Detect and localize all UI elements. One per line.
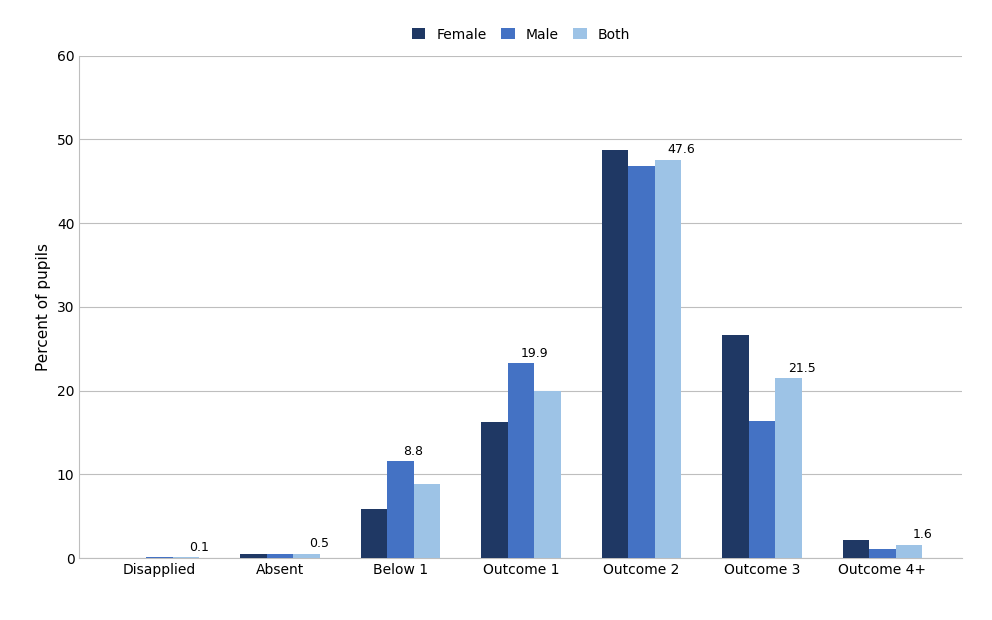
Text: 0.5: 0.5 [310, 538, 329, 551]
Legend: Female, Male, Both: Female, Male, Both [412, 28, 630, 42]
Bar [601, 149, 628, 558]
Bar [508, 363, 534, 558]
Bar [534, 391, 560, 558]
Bar [655, 159, 682, 558]
Bar [173, 557, 199, 558]
Text: 21.5: 21.5 [788, 361, 815, 374]
Bar [896, 544, 923, 558]
Bar [481, 422, 508, 558]
Bar [240, 554, 267, 558]
Bar [267, 554, 293, 558]
Bar [869, 549, 896, 558]
Bar [842, 541, 869, 558]
Text: 8.8: 8.8 [404, 445, 424, 458]
Bar [775, 378, 802, 558]
Bar [722, 335, 749, 558]
Bar [749, 421, 775, 558]
Text: 19.9: 19.9 [520, 347, 548, 360]
Bar [387, 461, 414, 558]
Y-axis label: Percent of pupils: Percent of pupils [37, 243, 52, 371]
Bar [146, 557, 173, 558]
Text: 47.6: 47.6 [668, 143, 695, 156]
Bar [293, 554, 319, 558]
Text: 1.6: 1.6 [913, 528, 932, 541]
Bar [414, 484, 440, 558]
Bar [628, 166, 655, 558]
Text: 0.1: 0.1 [189, 541, 209, 554]
Bar [360, 510, 387, 558]
